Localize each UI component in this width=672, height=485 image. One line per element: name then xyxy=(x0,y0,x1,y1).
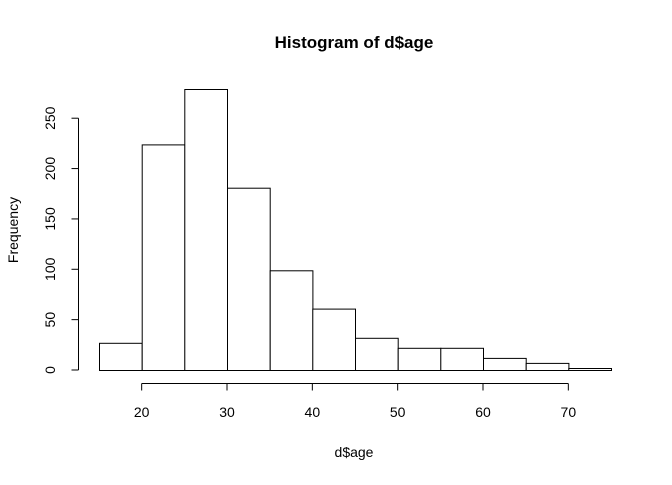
x-tick-label: 20 xyxy=(134,404,150,420)
histogram-bar-60-65 xyxy=(483,357,527,371)
histogram-bar-30-35 xyxy=(227,187,271,371)
chart-title: Histogram of d$age xyxy=(275,33,434,52)
y-tick-label: 100 xyxy=(42,257,58,281)
x-axis: 20 30 40 50 60 70 xyxy=(134,383,577,420)
histogram-bar-50-55 xyxy=(397,347,442,371)
y-axis: 0 50 100 150 200 250 xyxy=(42,106,79,374)
histogram-bar-70-75 xyxy=(568,368,612,371)
y-tick-label: 150 xyxy=(42,207,58,231)
x-tick-label: 40 xyxy=(305,404,321,420)
y-axis-label: Frequency xyxy=(5,197,21,263)
x-tick-label: 30 xyxy=(219,404,235,420)
histogram-bar-35-40 xyxy=(269,270,314,371)
histogram-bar-15-20 xyxy=(99,342,143,371)
bars-group xyxy=(99,89,612,372)
y-tick-label: 250 xyxy=(42,106,58,130)
y-tick-label: 200 xyxy=(42,157,58,181)
histogram-bar-25-30 xyxy=(184,89,229,371)
histogram-bar-20-25 xyxy=(141,144,186,371)
x-axis-label: d$age xyxy=(335,444,374,460)
histogram-bar-45-50 xyxy=(355,337,399,371)
histogram-bar-40-45 xyxy=(312,308,356,372)
x-tick-label: 60 xyxy=(475,404,491,420)
y-tick-label: 0 xyxy=(42,366,58,374)
x-tick-label: 70 xyxy=(561,404,577,420)
histogram-bar-55-60 xyxy=(440,347,484,371)
x-tick-label: 50 xyxy=(390,404,406,420)
y-tick-label: 50 xyxy=(42,312,58,328)
histogram-bar-65-70 xyxy=(525,362,570,371)
